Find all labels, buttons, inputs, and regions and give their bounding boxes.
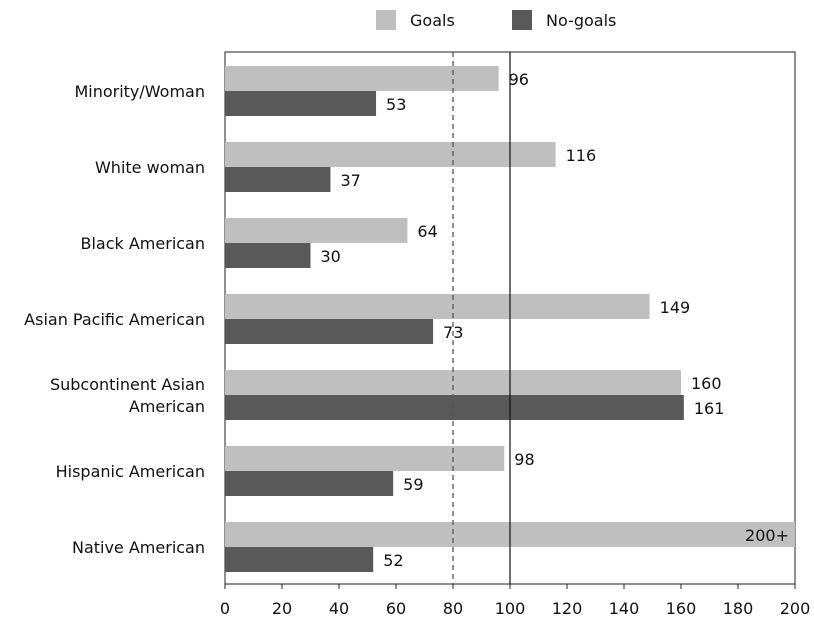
data-label-goals-0: 96 [509, 70, 529, 89]
bar-goals-4 [225, 370, 681, 395]
data-label-no-goals-3: 73 [443, 323, 463, 342]
reference-lines [452, 52, 511, 584]
bar-goals-5 [225, 446, 505, 471]
data-label-no-goals-1: 37 [340, 171, 360, 190]
category-label-5: Hispanic American [56, 462, 205, 481]
data-label-goals-3: 149 [660, 298, 691, 317]
legend-swatch-no-goals [512, 10, 532, 30]
x-tick-label-180: 180 [723, 599, 754, 618]
category-label-1: White woman [95, 158, 205, 177]
bar-no-goals-6 [225, 547, 374, 572]
legend: Goals No-goals [376, 10, 616, 30]
bar-goals-0 [225, 66, 499, 91]
legend-label-no-goals: No-goals [546, 11, 616, 30]
x-tick-label-120: 120 [552, 599, 583, 618]
bar-no-goals-5 [225, 471, 394, 496]
category-labels: Minority/Woman White woman Black American A… [24, 82, 205, 557]
data-label-goals-5: 98 [514, 450, 534, 469]
bar-no-goals-0 [225, 91, 377, 116]
bar-goals-2 [225, 218, 408, 243]
legend-swatch-goals [376, 10, 396, 30]
x-tick-label-140: 140 [609, 599, 640, 618]
category-label-3: Asian Pacific American [24, 310, 205, 329]
x-tick-label-200: 200 [780, 599, 811, 618]
bar-no-goals-3 [225, 319, 434, 344]
data-label-no-goals-2: 30 [321, 247, 341, 266]
category-label-0: Minority/Woman [74, 82, 205, 101]
x-tick-label-80: 80 [443, 599, 463, 618]
x-tick-label-40: 40 [329, 599, 349, 618]
data-label-goals-2: 64 [417, 222, 437, 241]
data-label-goals-6: 200+ [745, 526, 789, 545]
category-label-2: Black American [80, 234, 205, 253]
x-tick-label-60: 60 [386, 599, 406, 618]
data-label-goals-4: 160 [691, 374, 722, 393]
category-label-6: Native American [72, 538, 205, 557]
bar-no-goals-4 [225, 395, 684, 420]
bar-goals-3 [225, 294, 650, 319]
data-label-goals-1: 116 [566, 146, 597, 165]
data-label-no-goals-6: 52 [383, 551, 403, 570]
x-tick-label-0: 0 [220, 599, 230, 618]
data-label-no-goals-5: 59 [403, 475, 423, 494]
x-tick-label-160: 160 [666, 599, 697, 618]
x-tick-label-100: 100 [495, 599, 526, 618]
bar-no-goals-1 [225, 167, 331, 192]
bar-no-goals-2 [225, 243, 311, 268]
x-tick-label-20: 20 [272, 599, 292, 618]
data-label-no-goals-4: 161 [694, 399, 725, 418]
data-labels: 96 53 116 37 64 30 149 73 160 161 98 59 200+ 52 [321, 70, 790, 570]
data-label-no-goals-0: 53 [386, 95, 406, 114]
category-label-4-line1: American [129, 397, 205, 416]
bar-goals-1 [225, 142, 556, 167]
legend-label-goals: Goals [410, 11, 455, 30]
category-label-4-line0: Subcontinent Asian [50, 375, 205, 394]
x-axis-ticks: 0 20 40 60 80 100 120 140 160 180 200 [220, 584, 810, 618]
